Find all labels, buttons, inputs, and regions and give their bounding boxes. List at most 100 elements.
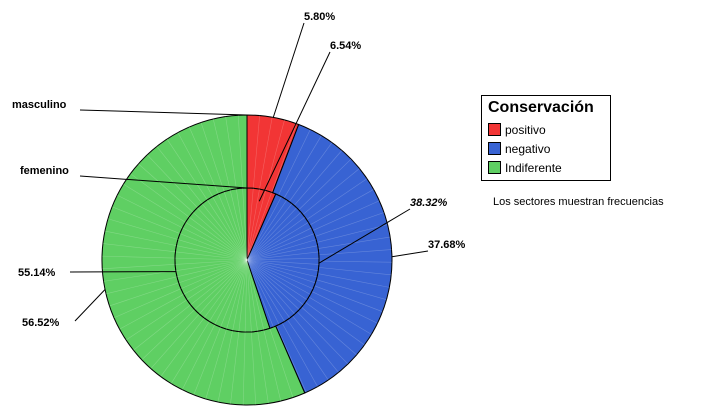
outer-slice-texture-indiferente — [109, 282, 179, 307]
leader-inner-positivo — [258, 51, 331, 202]
inner-slice-texture-negativo — [246, 222, 309, 261]
data-label-inner-indiferente: 55.14% — [18, 267, 56, 279]
leader-inner-negativo — [318, 208, 411, 264]
inner-slice-texture-negativo — [246, 199, 288, 261]
outer-slice-texture-negativo — [296, 311, 349, 365]
inner-slice-texture-indiferente — [190, 259, 248, 306]
outer-slice-texture-negativo — [316, 279, 387, 300]
outer-slice-texture-indiferente — [269, 328, 294, 398]
data-label-outer-positivo: 5.80% — [304, 11, 335, 23]
inner-slice-texture-negativo — [246, 203, 293, 261]
inner-slice-texture-indiferente — [179, 233, 248, 261]
inner-slice-texture-negativo — [246, 207, 297, 261]
outer-slice-texture-negativo — [308, 296, 372, 335]
outer-slice-texture-indiferente — [205, 328, 227, 400]
outer-slice-texture-indiferente — [251, 331, 257, 405]
legend-swatch-positivo — [488, 123, 501, 136]
data-label-inner-positivo: 6.54% — [330, 40, 361, 52]
inner-slice-texture-positivo — [246, 190, 266, 261]
legend-swatch-indiferente — [488, 161, 501, 174]
inner-slice-texture-indiferente — [229, 189, 248, 261]
outer-slice-texture-negativo — [292, 315, 339, 373]
outer-slice-texture-negativo — [312, 200, 380, 231]
inner-slice-texture-negativo — [246, 233, 315, 261]
inner-slice-texture-indiferente — [220, 259, 248, 328]
inner-slice-texture-indiferente — [246, 259, 265, 331]
inner-slice-negativo — [246, 193, 320, 329]
inner-slice-texture-negativo — [246, 251, 319, 261]
leader-lines — [69, 22, 429, 322]
inner-slice-texture-indiferente — [201, 203, 248, 261]
outer-slice-texture-indiferente — [102, 255, 176, 259]
inner-slice-texture-indiferente — [183, 259, 248, 295]
outer-slice-texture-negativo — [301, 306, 357, 356]
inner-ring — [174, 187, 320, 333]
outer-slice-texture-indiferente — [263, 329, 282, 402]
data-label-outer-negativo: 37.68% — [428, 239, 466, 251]
inner-slice-texture-indiferente — [178, 259, 248, 284]
leader-ring-outer — [79, 109, 248, 116]
outer-slice-texture-negativo — [318, 260, 392, 263]
outer-slice-texture-indiferente — [113, 288, 182, 319]
outer-slice-texture-indiferente — [181, 324, 216, 390]
inner-slice-texture-indiferente — [238, 259, 248, 332]
inner-slice-texture-indiferente — [203, 259, 248, 319]
inner-slice-texture-negativo — [246, 259, 300, 310]
inner-slice-texture-negativo — [246, 259, 319, 271]
inner-slice-texture-indiferente — [185, 222, 248, 261]
outer-slice-texture-indiferente — [188, 126, 219, 195]
outer-slice-texture-indiferente — [112, 206, 181, 234]
inner-slice-texture-indiferente — [188, 216, 248, 261]
outer-slice-texture-indiferente — [156, 146, 203, 204]
outer-slice-texture-indiferente — [147, 154, 198, 208]
outer-slice-texture-indiferente — [117, 194, 183, 229]
inner-slice-texture-indiferente — [176, 245, 248, 261]
inner-slice-texture-negativo — [246, 259, 285, 322]
outer-slice-texture-indiferente — [141, 309, 195, 360]
inner-slice-texture-indiferente — [207, 199, 248, 261]
outer-slice-texture-negativo — [281, 322, 318, 387]
inner-slice-texture-indiferente — [175, 257, 248, 261]
outer-slice-texture-negativo — [317, 273, 390, 288]
inner-slice-texture-negativo — [246, 212, 302, 261]
legend-swatch-negativo — [488, 142, 501, 155]
chart-note: Los sectores muestran frecuencias — [493, 196, 664, 208]
leader-outer-positivo — [272, 22, 305, 118]
outer-slice-texture-indiferente — [160, 317, 205, 377]
inner-slice-texture-positivo — [246, 188, 254, 261]
inner-slice-texture-indiferente — [209, 259, 248, 322]
outer-slice-texture-indiferente — [125, 299, 188, 341]
outer-slice-texture-indiferente — [237, 115, 243, 189]
outer-slice-texture-negativo — [278, 129, 311, 196]
outer-slice-texture-indiferente — [217, 330, 233, 403]
legend-item-negativo: negativo — [488, 139, 604, 158]
inner-slice-texture-indiferente — [194, 259, 248, 310]
outer-slice-texture-indiferente — [123, 183, 186, 223]
inner-slice-texture-negativo — [246, 196, 282, 261]
outer-slice-texture-indiferente — [177, 132, 213, 197]
inner-slice-texture-negativo — [246, 259, 291, 319]
outer-slice-texture-negativo — [316, 224, 388, 243]
inner-slice-texture-indiferente — [176, 259, 248, 278]
data-label-inner-negativo: 38.32% — [410, 197, 448, 209]
inner-slice-texture-negativo — [246, 227, 312, 261]
inner-slice-texture-indiferente — [214, 259, 248, 325]
inner-slice-texture-indiferente — [180, 259, 248, 289]
inner-slice-texture-negativo — [246, 259, 314, 290]
ring-label-outer: masculino — [12, 99, 67, 111]
outer-slice-texture-negativo — [314, 285, 383, 312]
outer-slice-texture-negativo — [306, 178, 368, 220]
inner-slice-texture-indiferente — [186, 259, 248, 300]
inner-slice-texture-indiferente — [218, 193, 248, 261]
outer-slice-texture-indiferente — [225, 116, 237, 189]
inner-slice-texture-indiferente — [212, 196, 248, 261]
outer-slice-texture-indiferente — [166, 138, 208, 201]
outer-slice-texture-negativo — [318, 267, 392, 276]
inner-slice-texture-negativo — [246, 259, 280, 325]
inner-slice-texture-indiferente — [175, 259, 248, 271]
outer-slice-texture-positivo — [271, 123, 297, 193]
legend: Conservación positivo negativo Indiferen… — [481, 95, 611, 181]
inner-slice-texture-indiferente — [192, 212, 248, 261]
outer-slice-texture-indiferente — [230, 331, 240, 405]
outer-slice-texture-indiferente — [130, 173, 190, 218]
